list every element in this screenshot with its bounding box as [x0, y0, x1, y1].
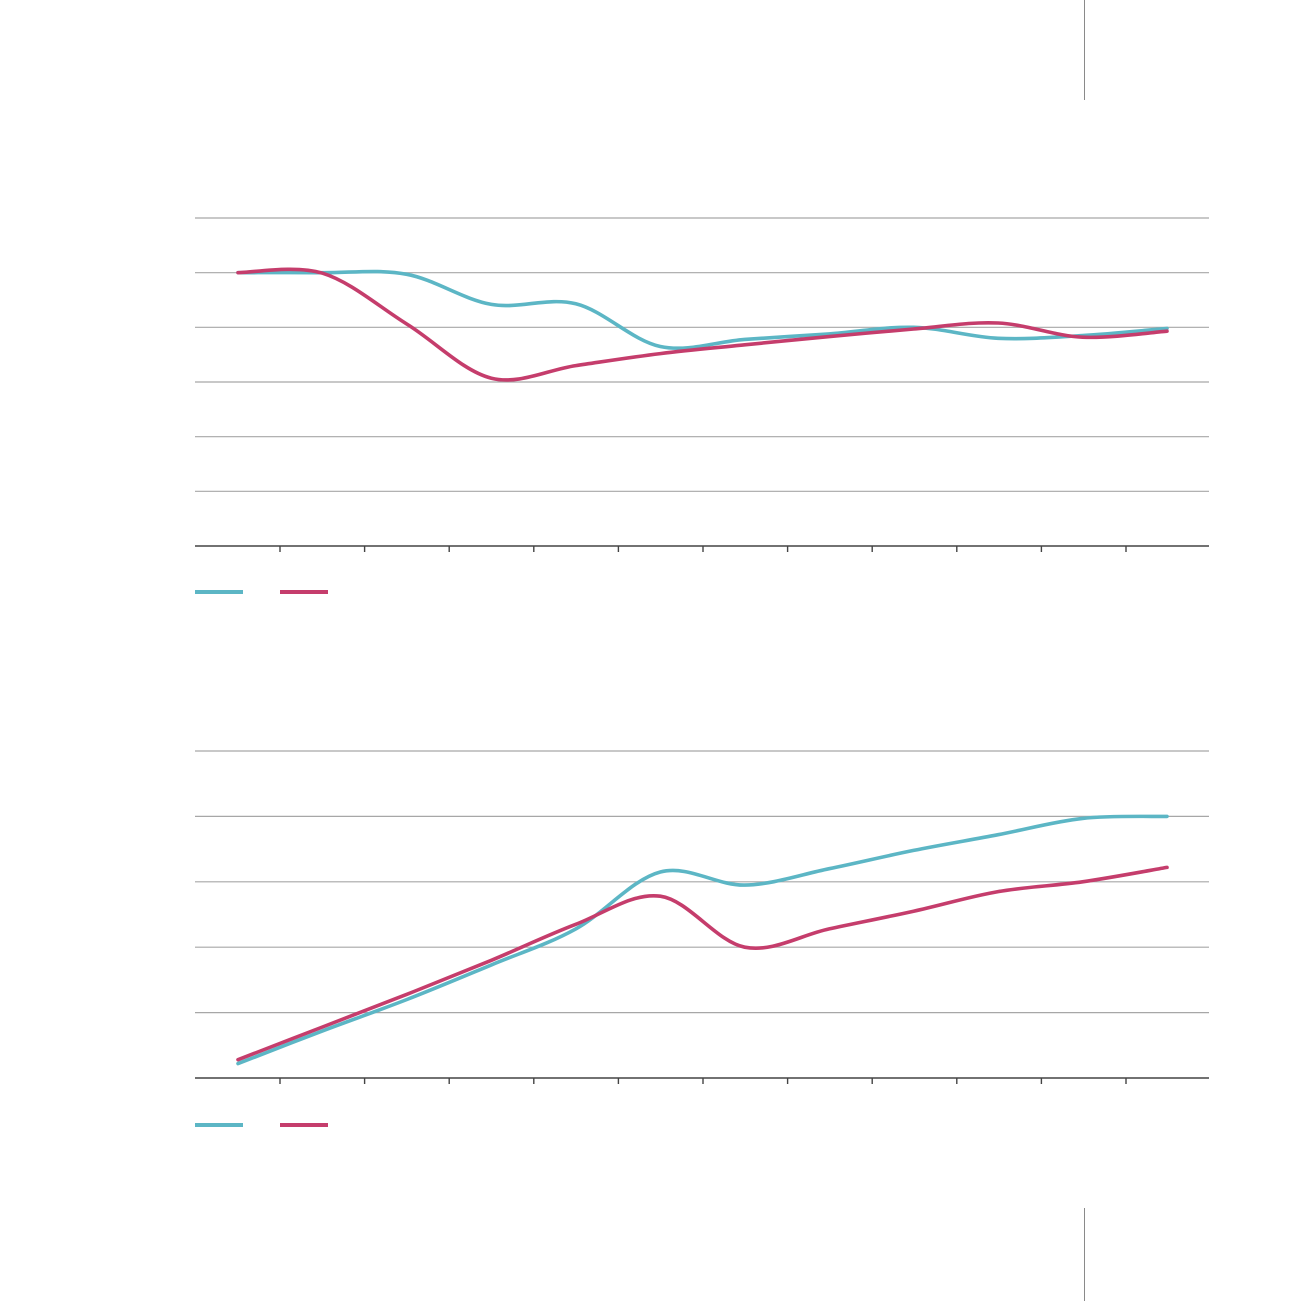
- series-line-1: [236, 814, 1169, 1066]
- series-line-2: [236, 865, 1169, 1062]
- page-rule-bottom: [1084, 1208, 1085, 1301]
- line-chart-bottom: [195, 750, 1209, 1127]
- series-line-2: [236, 267, 1169, 382]
- line-chart-top: [195, 217, 1209, 594]
- page-rule-top: [1084, 0, 1085, 100]
- series-line-1: [236, 269, 1169, 351]
